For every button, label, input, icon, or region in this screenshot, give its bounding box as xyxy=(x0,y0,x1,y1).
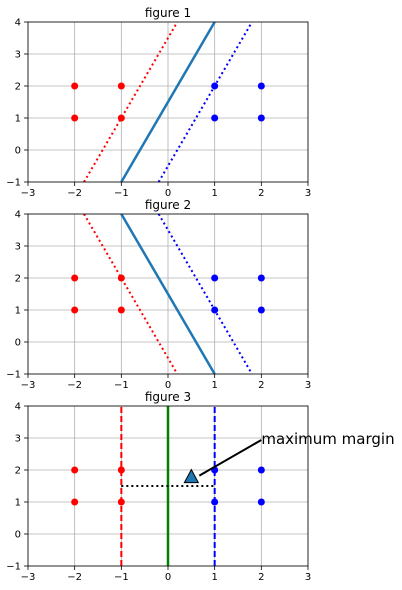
y-tick-label: 0 xyxy=(15,146,21,157)
y-tick-label: 2 xyxy=(15,82,21,93)
y-tick-label: 0 xyxy=(15,530,21,541)
y-tick-label: −1 xyxy=(6,178,21,189)
series-line-dotted xyxy=(157,22,253,182)
series-line-solid xyxy=(120,22,216,182)
data-point xyxy=(117,498,125,506)
chart-panel-3: −3 −2 −1 0 1 2 3 −1 0 1 2 3 4 figure 3 maximum margin xyxy=(6,390,394,583)
data-point xyxy=(71,114,79,122)
chart-panel-1: −3 −2 −1 0 1 2 3 −1 0 1 2 3 4 figure 1 xyxy=(6,6,311,199)
chart-title: figure 2 xyxy=(145,198,191,212)
x-tick-label: −1 xyxy=(114,572,129,583)
x-tick-label: 0 xyxy=(165,380,171,391)
y-tick-label: 1 xyxy=(15,114,21,125)
x-tick-label: 2 xyxy=(258,380,264,391)
chart-title: figure 1 xyxy=(145,6,191,20)
annotation-arrow-shaft xyxy=(198,439,262,477)
x-tick-label: −1 xyxy=(114,188,129,199)
chart-title: figure 3 xyxy=(145,390,191,404)
x-tick-label: 3 xyxy=(305,188,311,199)
x-tick-label: 0 xyxy=(165,188,171,199)
data-point xyxy=(257,466,265,474)
data-point xyxy=(71,306,79,314)
data-point xyxy=(117,82,125,90)
data-point xyxy=(117,114,125,122)
data-point xyxy=(211,274,219,282)
series-line-dotted xyxy=(83,22,179,182)
data-point xyxy=(211,306,219,314)
x-tick-label: 3 xyxy=(305,380,311,391)
x-tick-label: 1 xyxy=(211,380,217,391)
series-line-dotted xyxy=(83,214,179,374)
x-tick-label: 1 xyxy=(211,188,217,199)
x-tick-label: −3 xyxy=(21,188,36,199)
series-line-solid xyxy=(120,214,216,374)
chart-panel-2: −3 −2 −1 0 1 2 3 −1 0 1 2 3 4 figure 2 xyxy=(6,198,311,391)
series-line-dotted xyxy=(157,214,253,374)
data-point xyxy=(257,498,265,506)
x-tick-label: −3 xyxy=(21,380,36,391)
data-point xyxy=(71,466,79,474)
y-tick-label: −1 xyxy=(6,562,21,573)
data-point xyxy=(117,274,125,282)
y-tick-label: 1 xyxy=(15,498,21,509)
x-tick-label: 0 xyxy=(165,572,171,583)
data-point xyxy=(257,306,265,314)
data-point xyxy=(211,82,219,90)
annotation-label: maximum margin xyxy=(261,430,394,448)
y-tick-label: 4 xyxy=(15,210,21,221)
data-point xyxy=(211,498,219,506)
y-tick-label: −1 xyxy=(6,370,21,381)
x-tick-label: −2 xyxy=(67,380,82,391)
lines-group xyxy=(83,214,253,374)
y-tick-label: 3 xyxy=(15,434,21,445)
x-tick-label: −2 xyxy=(67,188,82,199)
x-tick-label: −3 xyxy=(21,572,36,583)
data-point xyxy=(71,82,79,90)
y-tick-label: 3 xyxy=(15,50,21,61)
y-tick-label: 1 xyxy=(15,306,21,317)
x-tick-label: 2 xyxy=(258,188,264,199)
y-tick-label: 0 xyxy=(15,338,21,349)
x-tick-label: 2 xyxy=(258,572,264,583)
data-point xyxy=(71,498,79,506)
data-point xyxy=(257,114,265,122)
data-point xyxy=(211,114,219,122)
annotation-arrow-head xyxy=(183,468,200,484)
lines-group xyxy=(83,22,253,182)
y-tick-label: 4 xyxy=(15,18,21,29)
y-tick-label: 2 xyxy=(15,466,21,477)
y-tick-label: 4 xyxy=(15,402,21,413)
data-point xyxy=(117,306,125,314)
lines-group xyxy=(120,406,216,566)
x-tick-label: −2 xyxy=(67,572,82,583)
y-tick-label: 2 xyxy=(15,274,21,285)
data-point xyxy=(257,82,265,90)
x-tick-label: 1 xyxy=(211,572,217,583)
y-tick-label: 3 xyxy=(15,242,21,253)
data-point xyxy=(71,274,79,282)
x-tick-label: 3 xyxy=(305,572,311,583)
data-point xyxy=(117,466,125,474)
data-point xyxy=(257,274,265,282)
x-tick-label: −1 xyxy=(114,380,129,391)
